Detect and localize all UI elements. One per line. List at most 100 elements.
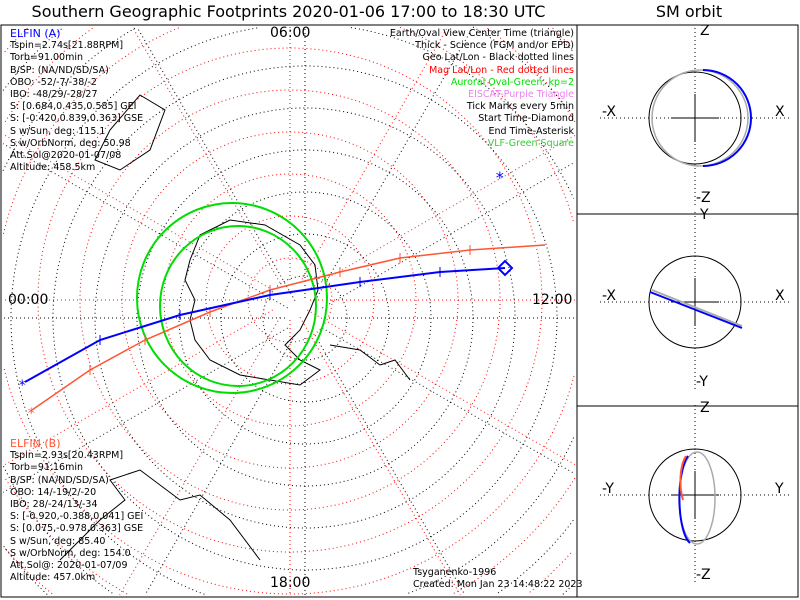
sm-axis-label-right: Y [775,481,784,497]
geo-grid-circle [350,27,575,199]
time-label-left: 00:00 [8,292,49,308]
legend-item: EISCAT-Purple Triangle [468,89,574,101]
mag-grid-circle [4,477,128,595]
mag-grid-circle [487,27,576,123]
mag-grid-circle [121,131,459,469]
geo-grid-circle [472,26,574,117]
geo-grid-circle [94,107,516,529]
legend-item: Mag Lat/Lon - Red dotted lines [429,64,574,76]
elfin-a-line: B/SP: (NA/ND/SD/SA) [10,64,109,76]
sm-axis-label-top: Y [700,207,709,223]
legend-item: VLF-Green Square [487,137,574,149]
elfin-a-name: ELFIN (A) [10,27,61,40]
geo-grid-meridian [314,26,474,301]
geo-grid-circle [2,465,113,594]
mag-grid-circle [4,27,93,123]
model-label: Tsyganenko-1996 [413,567,497,578]
antarctica-coastline [184,219,321,386]
earth-circle [648,255,742,349]
elfin-a-line: Altitude: 458.5km [10,162,96,174]
end-asterisk-icon: * [27,406,35,422]
elfin-b-line: S: [0.075,-0.978,0.363] GSE [10,523,144,535]
sm-axis-label-left: -X [602,104,616,120]
elfin-a-line: S w/Sun, deg: 115.1 [10,125,106,137]
legend-item: Auroral Oval-Green, kp=2 [450,76,574,88]
mag-grid-meridian [307,309,576,465]
auroral-oval-inner [159,225,317,387]
geo-grid-circle [405,437,575,595]
geo-grid-circle [136,149,474,487]
mag-grid-meridian [299,317,461,596]
elfin-a-line: Torb=91.00min [10,52,84,64]
elfin-b-line: Att.Sol@: 2020-01-07/09 [10,560,128,572]
sm-axis-label-left: -X [602,288,616,304]
elfin-a-line: S: [-0.420,0.839,0.363] GSE [10,113,144,125]
geo-grid-meridian [2,143,288,309]
geo-grid-meridian [144,335,296,596]
elfin-a-info: ELFIN (A) Tspin=2.74s[21.88RPM] Torb=91.0… [10,27,144,174]
sm-axis-label-top: Z [700,23,710,39]
elfin-b-line: OBO: 14/-19/2/-20 [10,486,97,498]
sm-axis-label-left: -Y [602,481,614,497]
elfin-a-line: IBO: -48/29/-28/27 [10,89,98,101]
legend-item: Thick - Science (FGM and/or EPD) [415,40,574,52]
geo-grid-meridian [136,26,296,301]
elfin-a-orbit [678,455,691,544]
earth-circle [648,71,742,165]
start-diamond-icon [496,259,514,277]
elfin-a-line: Att.Sol@2020-01-07/08 [10,150,122,162]
created-label: Created: Mon Jan 23 14:48:22 2023 [413,579,583,590]
sm-axis-label-bottom: -Y [696,374,708,390]
sm-axis-label-right: X [775,288,785,304]
sm-axis-label-right: X [775,104,785,120]
legend-item: Geo Lat/Lon - Black dotted lines [422,52,574,64]
sm-frame [576,24,799,598]
sm-axis-label-bottom: -Z [696,190,711,206]
geo-grid-circle [547,28,573,52]
legend-item: Earth/Oval View Center Time (triangle) [389,28,574,39]
elfin-b-line: IBO: 28/-24/13/-34 [10,499,98,511]
elfin-a-orbit [649,291,743,329]
elfin-a-line: S: [0.684,0.435,0.585] GEI [10,101,137,113]
geo-grid-meridian [314,335,466,596]
elfin-b-line: Tspin=2.93s[20.43RPM] [10,450,124,462]
elfin-b-name: ELFIN (B) [10,437,61,450]
time-label-bottom: 18:00 [270,575,311,591]
legend-item: Tick Marks every 5min [466,101,574,113]
asterisk-icon: * [495,168,505,187]
mag-grid-meridian [307,135,576,291]
auroral-oval-outer [136,202,328,394]
time-label-top: 06:00 [270,25,311,41]
coastline [59,469,261,561]
elfin-b-line: S w/OrbNorm, deg: 154.0 [10,547,131,559]
elfin-b-info: ELFIN (B) Tspin=2.93s[20.43RPM] Torb=91.1… [10,437,144,584]
geo-grid-meridian [2,327,288,493]
earth-circle [648,448,742,542]
elfin-b-line: S w/Sun, deg: 85.40 [10,535,106,547]
coastline [94,94,166,171]
elfin-b-orbit [651,69,749,167]
elfin-b-line: Altitude: 457.0km [10,572,96,584]
legend-item: End Time-Asterisk [488,125,574,137]
mag-grid-circle [4,27,28,53]
coastline [329,344,411,381]
sm-orbit-title: SM orbit [655,2,723,21]
elfin-b-science [679,455,687,501]
geo-grid-meridian [322,161,576,309]
geo-grid-meridian [322,327,576,475]
elfin-a-track [24,267,506,383]
mag-grid-circle [247,257,333,343]
elfin-a-orbit [702,69,752,167]
sm-axis-label-bottom: -Z [696,567,711,583]
legend-item: Start Time-Diamond [478,113,574,125]
time-label-right: 12:00 [532,292,573,308]
geo-grid-circle [497,519,574,594]
elfin-a-line: Tspin=2.74s[21.88RPM] [10,40,124,52]
elfin-b-line: S: [-0.920,-0.388,0.041] GEI [10,511,144,523]
sm-axis-label-top: Z [700,400,710,416]
elfin-b-orbit [651,289,743,327]
elfin-a-line: S w/OrbNorm, deg: 50.98 [10,137,131,149]
mag-grid-circle [552,27,572,48]
